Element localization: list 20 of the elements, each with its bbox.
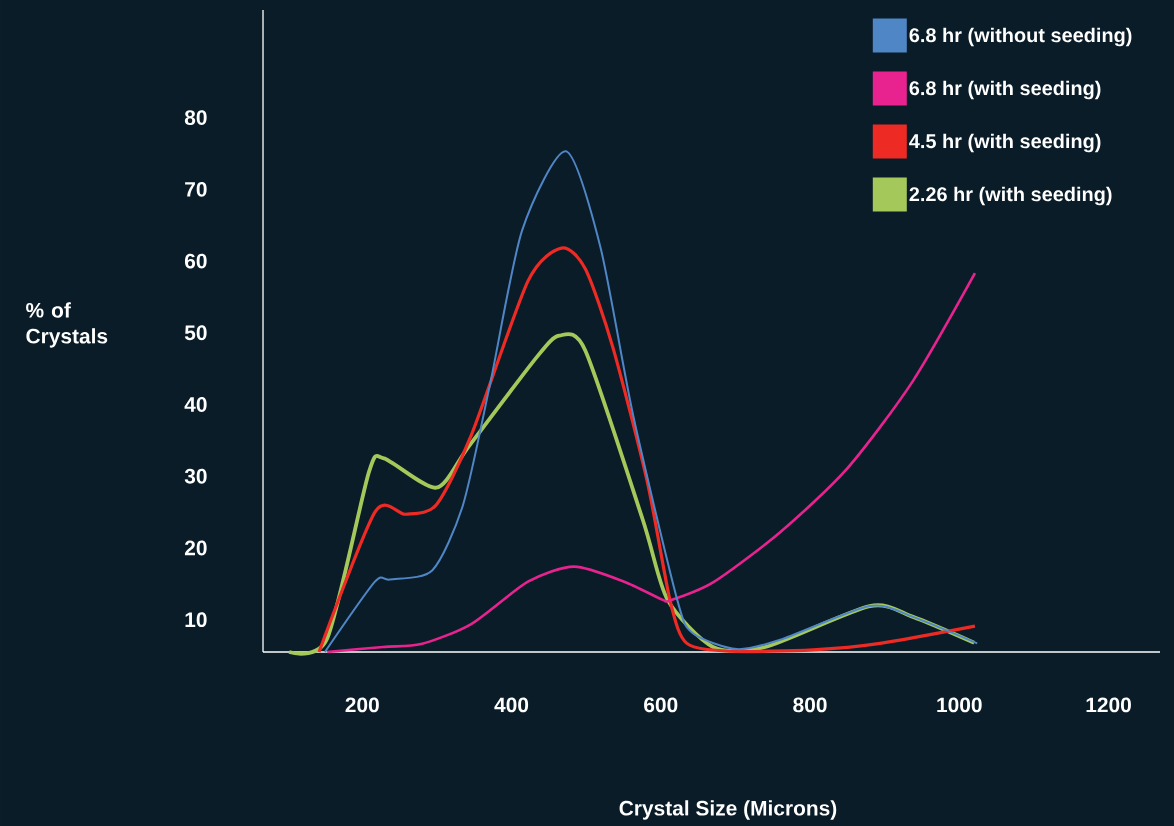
x-tick-label: 800 (793, 697, 827, 713)
y-tick-label: 80 (184, 110, 207, 125)
x-tick-label: 600 (644, 697, 678, 713)
legend-label: 4.5 hr (with seeding) (909, 133, 1101, 153)
x-tick-label: 200 (345, 697, 379, 713)
y-tick-label: 60 (184, 253, 207, 269)
y-tick-label: 30 (184, 468, 207, 484)
y-tick-label: 70 (185, 181, 207, 197)
y-tick-label: 20 (184, 540, 207, 556)
legend-label: 6.8 hr (with seeding) (909, 80, 1101, 100)
x-tick-label: 1000 (937, 697, 982, 713)
x-tick-label: 400 (494, 697, 529, 713)
x-tick-label: 1200 (1086, 697, 1131, 713)
y-tick-label: 50 (184, 325, 207, 341)
x-axis-title: Crystal Size (Microns) (619, 800, 837, 820)
y-tick-label: 40 (184, 397, 207, 412)
legend-label: 6.8 hr (without seeding) (909, 27, 1132, 47)
y-axis-title: % of Crystals (26, 302, 108, 348)
legend-label: 2.26 hr (with seeding) (909, 186, 1112, 206)
y-tick-label: 10 (185, 612, 207, 628)
